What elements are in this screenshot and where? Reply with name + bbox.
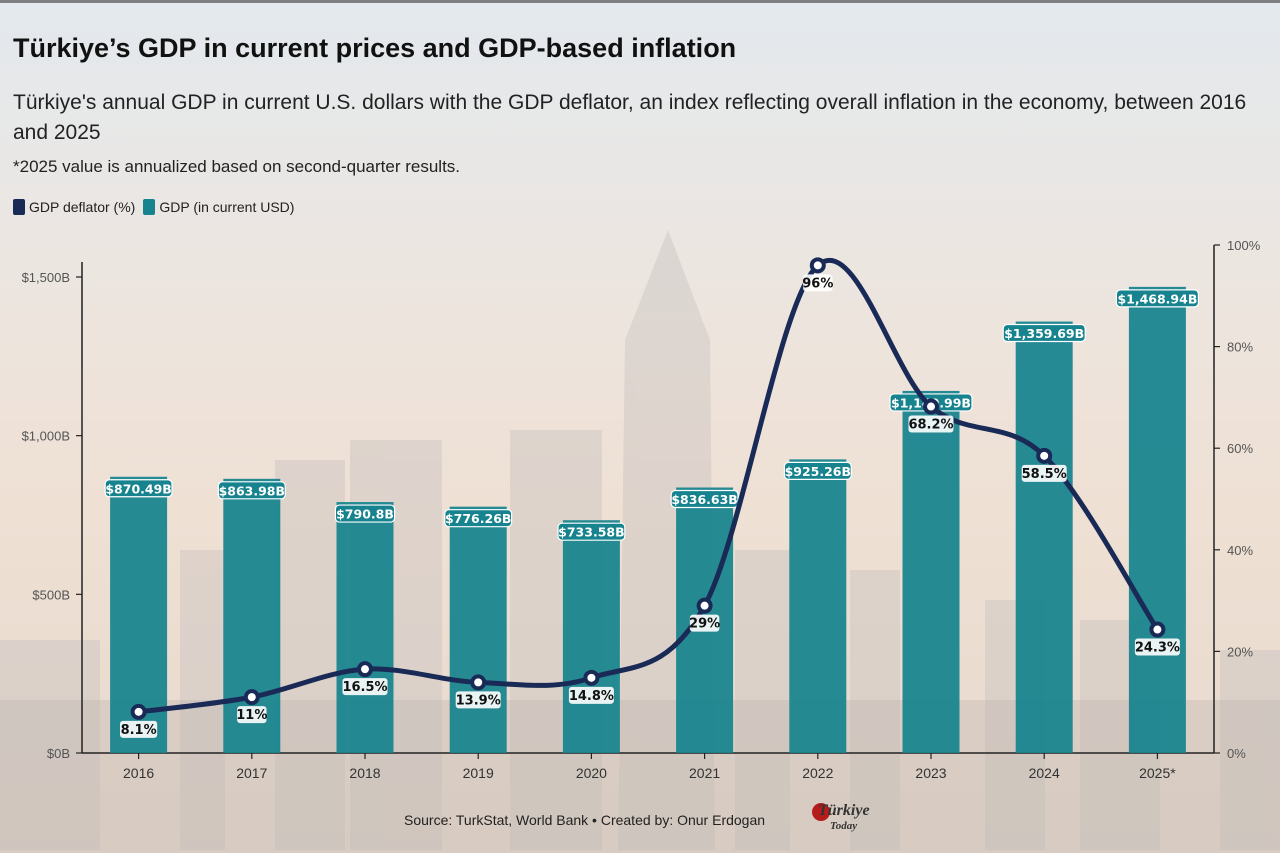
gdp-label-box: [783, 461, 852, 480]
gdp-data-label: $1,468.94B: [1117, 291, 1197, 306]
deflator-point: [1040, 451, 1049, 460]
left-tick-label: $0B: [47, 746, 70, 761]
deflator-point: [1153, 625, 1162, 634]
left-tick-label: $500B: [32, 587, 70, 602]
chart-title: Türkiye’s GDP in current prices and GDP-…: [13, 33, 737, 63]
deflator-data-label: 13.9%: [456, 693, 501, 708]
logo-sub: Today: [830, 820, 858, 832]
x-tick-label: 2024: [1029, 765, 1060, 781]
gdp-bar: [562, 520, 620, 753]
deflator-data-label: 24.3%: [1135, 641, 1180, 656]
gdp-data-label: $925.26B: [785, 464, 851, 479]
deflator-data-label: 96%: [802, 276, 833, 291]
deflator-label-box: [1134, 638, 1180, 656]
gdp-bar: [1015, 321, 1073, 753]
left-tick-label: $1,500B: [22, 270, 70, 285]
right-tick-label: 20%: [1227, 644, 1253, 659]
x-tick-label: 2019: [463, 765, 494, 781]
left-tick-label: $1,000B: [22, 429, 70, 444]
gdp-deflator-line: [136, 258, 1160, 715]
chart-subtitle: Türkiye's annual GDP in current U.S. dol…: [13, 91, 1247, 144]
deflator-data-label: 58.5%: [1022, 467, 1067, 482]
gdp-label-box: [1115, 289, 1200, 308]
legend: GDP deflator (%) GDP (in current USD): [13, 199, 302, 215]
gdp-data-label: $1,359.69B: [1004, 326, 1084, 341]
x-tick-label: 2020: [576, 765, 607, 781]
gdp-bar: [449, 506, 507, 753]
deflator-data-label: 68.2%: [908, 418, 953, 433]
deflator-label-box: [120, 720, 158, 738]
deflator-label-box: [568, 686, 614, 704]
top-border: [0, 0, 1280, 3]
gdp-data-label: $733.58B: [558, 525, 624, 540]
right-tick-label: 60%: [1227, 441, 1253, 456]
deflator-point: [474, 678, 483, 687]
x-tick-label: 2022: [802, 765, 833, 781]
gdp-bar: [1128, 286, 1186, 753]
deflator-data-label: 11%: [236, 708, 267, 723]
legend-label-gdp: GDP (in current USD): [159, 199, 295, 215]
x-tick-label: 2018: [349, 765, 380, 781]
turkiye-today-logo: Türkiye Today: [812, 800, 882, 836]
right-tick-label: 100%: [1227, 238, 1261, 253]
deflator-point: [927, 402, 935, 411]
gdp-data-label: $836.63B: [671, 492, 737, 507]
gdp-label-box: [104, 479, 173, 498]
gdp-data-label: $863.98B: [219, 483, 285, 498]
legend-label-deflator: GDP deflator (%): [29, 199, 136, 215]
legend-item-gdp: GDP (in current USD): [143, 199, 294, 215]
deflator-label-box: [237, 706, 267, 724]
legend-swatch-deflator: [13, 199, 25, 215]
source-credit: Source: TurkStat, World Bank • Created b…: [404, 812, 766, 828]
gdp-data-label: $790.8B: [336, 507, 394, 522]
gdp-bar: [902, 390, 960, 753]
x-tick-label: 2017: [236, 765, 267, 781]
right-tick-label: 80%: [1227, 340, 1253, 355]
deflator-label-box: [908, 415, 954, 433]
x-tick-label: 2023: [915, 765, 946, 781]
right-tick-label: 40%: [1227, 543, 1253, 558]
logo-name: Türkiye: [818, 802, 870, 819]
gdp-label-box: [670, 489, 739, 509]
gdp-label-box: [217, 481, 286, 500]
gdp-data-label: $870.49B: [105, 481, 171, 496]
gdp-bar: [789, 459, 847, 753]
legend-item-gdp-deflator: GDP deflator (%): [13, 199, 135, 215]
deflator-data-label: 14.8%: [569, 689, 614, 704]
gdp-label-box: [334, 504, 396, 523]
deflator-label-box: [1021, 464, 1067, 482]
gdp-label-box: [557, 522, 626, 541]
x-tick-label: 2021: [689, 765, 720, 781]
deflator-label-box: [455, 691, 501, 709]
legend-swatch-gdp: [143, 199, 156, 215]
gdp-label-box: [444, 509, 513, 528]
x-tick-label: 2025*: [1139, 765, 1176, 781]
deflator-label-box: [803, 274, 833, 292]
deflator-data-label: 29%: [689, 617, 720, 632]
deflator-data-label: 16.5%: [342, 680, 387, 695]
deflator-point: [813, 261, 822, 270]
logo-mark: [812, 803, 830, 821]
deflator-label-box: [689, 614, 720, 632]
deflator-point: [361, 665, 369, 674]
deflator-label-box: [342, 678, 388, 696]
chart-note: *2025 value is annualized based on secon…: [13, 157, 461, 176]
gdp-label-box: [1002, 323, 1086, 343]
deflator-point: [587, 673, 596, 682]
right-tick-label: 0%: [1227, 746, 1246, 761]
deflator-data-label: 8.1%: [121, 723, 157, 738]
deflator-point: [700, 601, 709, 610]
deflator-point: [134, 707, 143, 716]
deflator-point: [247, 693, 256, 702]
x-tick-label: 2016: [123, 765, 154, 781]
gdp-bar: [336, 502, 394, 753]
gdp-data-label: $776.26B: [445, 511, 511, 526]
